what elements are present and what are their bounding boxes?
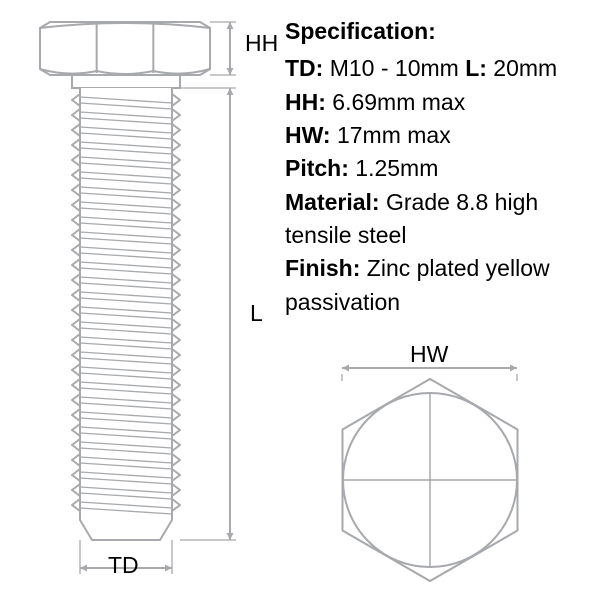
spec-title: Specification: [285,15,585,48]
specification-block: Specification: TD: M10 - 10mm L: 20mmHH:… [285,15,585,319]
label-td: TD [108,552,139,579]
label-hh: HH [245,30,278,57]
spec-line: HH: 6.69mm max [285,86,585,119]
spec-line: Pitch: 1.25mm [285,152,585,185]
spec-line: TD: M10 - 10mm L: 20mm [285,52,585,85]
spec-line: Finish: Zinc plated yellow passivation [285,252,585,319]
diagram-canvas: HH L TD HW Specification: TD: M10 - 10mm… [0,0,600,600]
spec-line: Material: Grade 8.8 high tensile steel [285,186,585,253]
label-hw: HW [410,341,448,368]
label-l: L [250,300,263,327]
spec-line: HW: 17mm max [285,119,585,152]
